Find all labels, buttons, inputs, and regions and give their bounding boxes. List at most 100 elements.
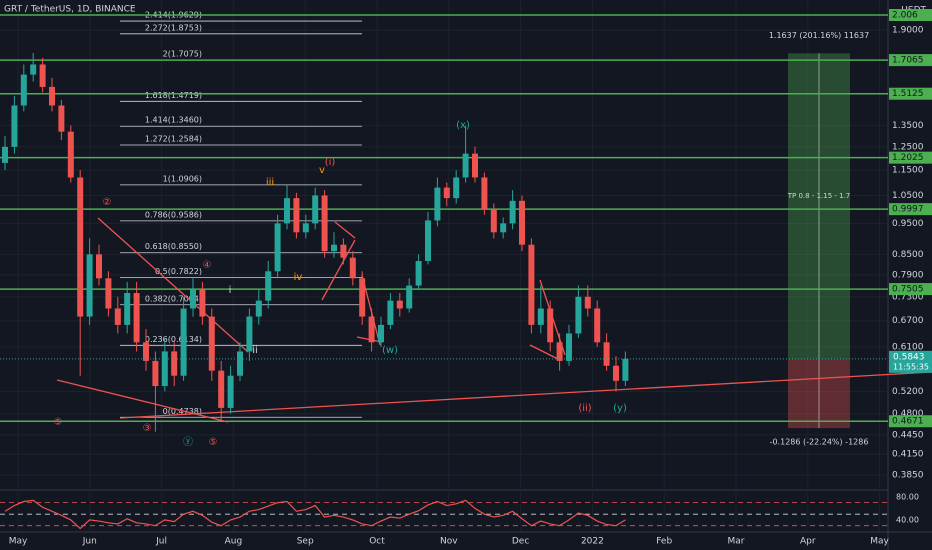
candle-body — [293, 198, 300, 233]
candle-body — [537, 308, 544, 325]
candle-body — [39, 64, 46, 87]
candle-body — [237, 351, 243, 376]
candle-body — [227, 375, 234, 408]
trend-line — [321, 239, 356, 301]
candle-body — [575, 296, 582, 334]
candle-body — [556, 342, 563, 361]
wave-label: i — [229, 285, 232, 296]
candle-body — [302, 223, 309, 233]
x-tick-label: Nov — [440, 537, 458, 547]
candle-body — [425, 220, 431, 262]
y-tick-label: 0.9500 — [892, 219, 924, 229]
wave-label: (w) — [382, 345, 398, 356]
candle-body — [613, 365, 619, 381]
wave-label: ④ — [203, 260, 212, 271]
candle-body — [453, 177, 460, 199]
fib-label: 0.786(0.9586) — [145, 210, 202, 219]
fib-label: 1.272(1.2584) — [145, 134, 202, 143]
candle-body — [105, 278, 112, 309]
candle-body — [566, 333, 572, 361]
level-label: 0.4671 — [892, 417, 924, 427]
candle-body — [58, 105, 65, 132]
candle-body — [171, 351, 178, 376]
wave-label: ③ — [143, 423, 152, 434]
x-tick-label: Jun — [82, 537, 97, 547]
candle-body — [415, 261, 422, 286]
level-label: 0.9997 — [892, 205, 924, 215]
y-tick-label: 0.6700 — [892, 316, 924, 326]
y-tick-label: 0.7900 — [892, 270, 924, 280]
wave-label: (x) — [456, 120, 470, 131]
wave-label: ⑤ — [54, 417, 63, 428]
candle-body — [199, 289, 206, 317]
candle-body — [359, 278, 366, 317]
candle-body — [124, 292, 131, 325]
rsi-line — [4, 499, 626, 530]
level-label: 1.5125 — [892, 89, 924, 99]
candle-body — [180, 308, 187, 376]
candle-body — [30, 64, 37, 75]
y-tick-label: 0.7300 — [892, 292, 924, 302]
wave-label: ② — [103, 197, 112, 208]
wave-label: (ii) — [578, 403, 591, 414]
y-tick-label: 0.8500 — [892, 250, 924, 260]
level-label: 2.006 — [892, 11, 918, 21]
fib-label: 0.236(0.6134) — [145, 335, 202, 344]
x-tick-label: Feb — [656, 537, 672, 547]
candle-body — [96, 254, 102, 279]
level-tag — [889, 283, 932, 296]
x-tick-label: Dec — [512, 537, 529, 547]
wave-label: (y) — [613, 403, 627, 414]
level-tag — [889, 203, 932, 216]
fib-label: 1(1.0906) — [163, 174, 202, 183]
candle-body — [331, 244, 337, 252]
x-tick-label: Mar — [728, 537, 745, 547]
candle-body — [349, 257, 356, 279]
x-tick-label: May — [9, 537, 28, 547]
level-tag — [889, 151, 932, 164]
fib-label: 1.618(1.4719) — [145, 91, 202, 100]
x-tick-label: May — [870, 537, 889, 547]
candle-body — [443, 187, 450, 199]
y-tick-label: 1.1500 — [892, 166, 924, 176]
level-tag — [889, 54, 932, 67]
countdown: 11:55:35 — [893, 362, 929, 371]
y-tick-label: 0.4150 — [892, 450, 924, 460]
candle-body — [152, 360, 159, 387]
y-tick-label: 0.5200 — [892, 387, 924, 397]
candle-body — [143, 342, 149, 361]
tp-label: TP 0.8 - 1.15 - 1.7 — [787, 192, 851, 200]
wave-label: ⓨ — [183, 436, 193, 448]
candle-body — [547, 308, 554, 343]
rsi-tick-label: 40.00 — [896, 515, 919, 524]
fib-label: 1.414(1.3460) — [145, 116, 202, 125]
level-tag — [889, 87, 932, 100]
candle-body — [368, 316, 375, 343]
y-tick-label: 1.0500 — [892, 191, 924, 201]
candle-body — [77, 177, 84, 317]
candle-body — [519, 200, 525, 245]
candle-body — [86, 254, 93, 317]
y-tick-label: 0.3850 — [892, 471, 924, 481]
wave-label: iv — [294, 272, 303, 283]
x-tick-label: 2022 — [581, 537, 604, 547]
stop-label: -0.1286 (-22.24%) -1286 — [770, 438, 869, 447]
y-tick-label: 1.3500 — [892, 121, 924, 131]
candle-body — [434, 187, 441, 221]
target-label: 1.1637 (201.16%) 11637 — [769, 31, 869, 40]
candle-body — [406, 285, 413, 309]
trend-line — [529, 344, 561, 361]
level-label: 1.2025 — [892, 153, 924, 163]
y-tick-label: 1.2500 — [892, 142, 924, 152]
candle-body — [133, 292, 140, 343]
candle-body — [500, 223, 507, 233]
candle-body — [190, 289, 196, 309]
wave-label: ⑤ — [209, 437, 218, 448]
wave-label: (i) — [325, 157, 336, 168]
trend-line — [97, 217, 249, 353]
candle-body — [20, 74, 27, 106]
candle-body — [490, 209, 497, 233]
wave-label: v — [319, 165, 325, 176]
candle-body — [396, 300, 403, 309]
